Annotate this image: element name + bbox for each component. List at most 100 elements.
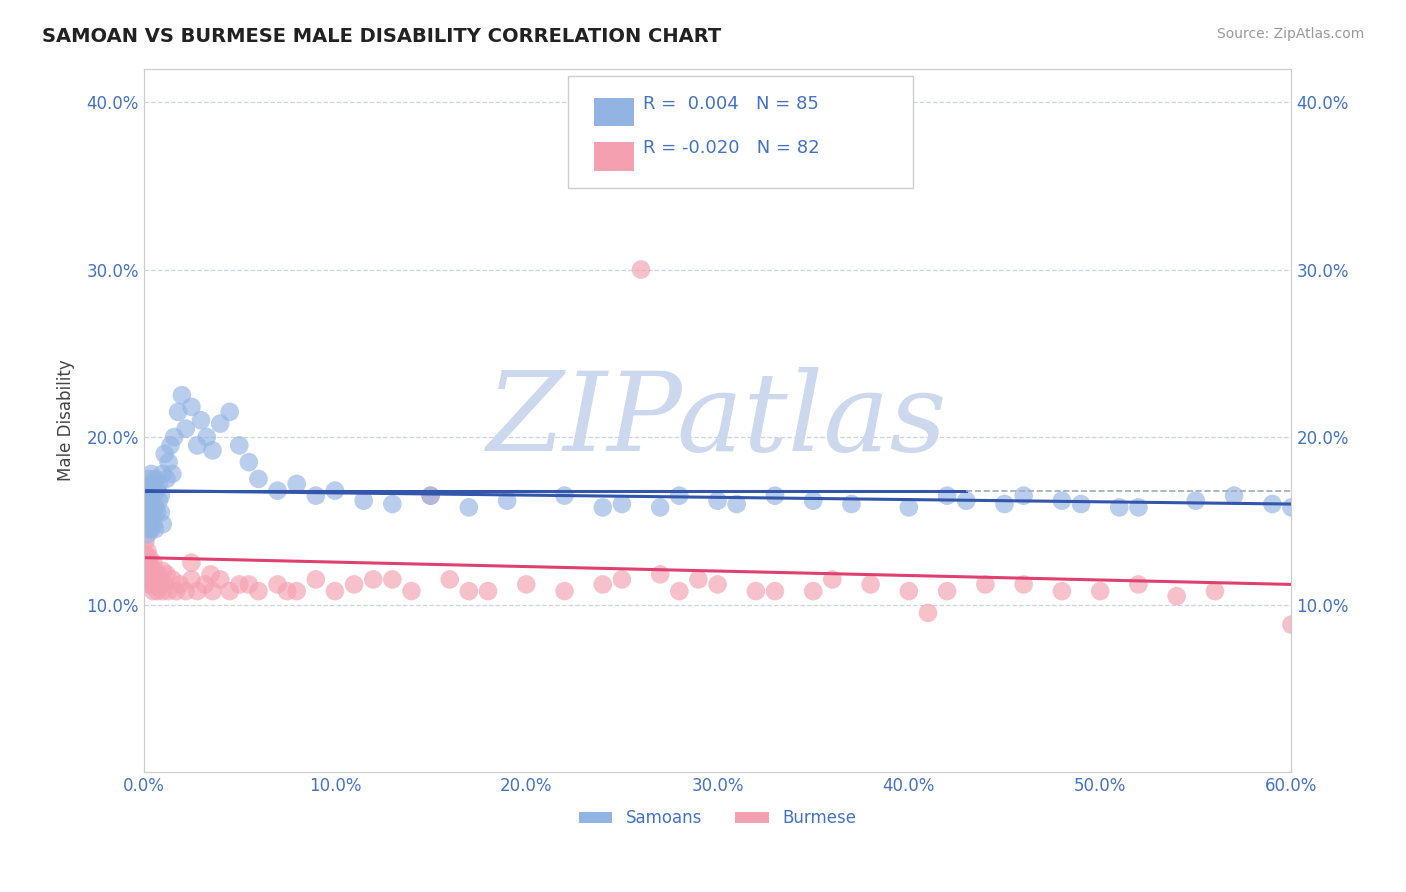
- Point: [381, 573, 404, 587]
- Point: [180, 573, 202, 587]
- Legend: Samoans, Burmese: Samoans, Burmese: [572, 803, 863, 834]
- Point: [136, 500, 159, 515]
- Point: [165, 584, 187, 599]
- Point: [343, 577, 366, 591]
- Point: [141, 577, 163, 591]
- Point: [801, 584, 824, 599]
- Point: [146, 573, 169, 587]
- Text: Source: ZipAtlas.com: Source: ZipAtlas.com: [1216, 27, 1364, 41]
- Point: [138, 493, 160, 508]
- Point: [668, 489, 690, 503]
- Point: [554, 584, 576, 599]
- Point: [143, 500, 166, 515]
- Point: [323, 483, 346, 498]
- Point: [897, 584, 920, 599]
- Point: [136, 489, 159, 503]
- Text: SAMOAN VS BURMESE MALE DISABILITY CORRELATION CHART: SAMOAN VS BURMESE MALE DISABILITY CORREL…: [42, 27, 721, 45]
- Point: [153, 577, 176, 591]
- Point: [190, 413, 212, 427]
- Point: [209, 573, 232, 587]
- Bar: [593, 98, 634, 126]
- Point: [1050, 584, 1073, 599]
- Point: [138, 497, 160, 511]
- Point: [1166, 589, 1188, 603]
- Point: [152, 564, 174, 578]
- Point: [419, 489, 441, 503]
- Point: [143, 577, 166, 591]
- Point: [141, 467, 163, 481]
- Y-axis label: Male Disability: Male Disability: [58, 359, 75, 481]
- Point: [163, 430, 186, 444]
- Point: [650, 500, 672, 515]
- Point: [238, 455, 260, 469]
- Point: [592, 500, 614, 515]
- Point: [135, 517, 157, 532]
- Point: [136, 544, 159, 558]
- Point: [136, 556, 159, 570]
- Point: [1012, 489, 1035, 503]
- Point: [650, 567, 672, 582]
- Point: [457, 500, 479, 515]
- Point: [1128, 500, 1150, 515]
- Bar: [593, 143, 634, 170]
- Point: [228, 438, 250, 452]
- Point: [135, 491, 157, 506]
- Point: [143, 522, 166, 536]
- Point: [157, 455, 180, 469]
- Point: [141, 522, 163, 536]
- Point: [167, 405, 190, 419]
- Point: [1050, 493, 1073, 508]
- Point: [419, 489, 441, 503]
- Point: [135, 547, 157, 561]
- Point: [955, 493, 977, 508]
- Point: [706, 577, 728, 591]
- Point: [138, 577, 160, 591]
- Point: [143, 564, 166, 578]
- Point: [138, 567, 160, 582]
- Point: [1070, 497, 1092, 511]
- Point: [592, 577, 614, 591]
- Point: [936, 584, 959, 599]
- Point: [152, 467, 174, 481]
- Point: [668, 584, 690, 599]
- Point: [141, 573, 163, 587]
- Point: [610, 497, 633, 511]
- Point: [136, 573, 159, 587]
- Point: [186, 584, 208, 599]
- Point: [238, 577, 260, 591]
- Point: [142, 556, 165, 570]
- Point: [917, 606, 939, 620]
- Point: [142, 517, 165, 532]
- Point: [305, 573, 328, 587]
- Point: [247, 472, 270, 486]
- Point: [209, 417, 232, 431]
- Text: ZIPatlas: ZIPatlas: [488, 367, 948, 474]
- Point: [361, 573, 384, 587]
- Point: [477, 584, 499, 599]
- Point: [200, 567, 222, 582]
- Point: [149, 489, 172, 503]
- Point: [138, 472, 160, 486]
- Point: [266, 483, 288, 498]
- Point: [138, 517, 160, 532]
- Point: [936, 489, 959, 503]
- Text: R =  0.004   N = 85: R = 0.004 N = 85: [643, 95, 818, 112]
- Point: [141, 510, 163, 524]
- Point: [155, 567, 177, 582]
- Point: [554, 489, 576, 503]
- Point: [169, 577, 191, 591]
- Point: [439, 573, 461, 587]
- Point: [153, 447, 176, 461]
- Point: [1088, 584, 1111, 599]
- Point: [801, 493, 824, 508]
- Point: [195, 430, 218, 444]
- Point: [138, 505, 160, 519]
- Text: R = -0.020   N = 82: R = -0.020 N = 82: [643, 139, 820, 157]
- Point: [146, 505, 169, 519]
- Point: [135, 533, 157, 548]
- Point: [194, 577, 217, 591]
- Point: [141, 560, 163, 574]
- Point: [496, 493, 519, 508]
- Point: [859, 577, 882, 591]
- Point: [1185, 493, 1208, 508]
